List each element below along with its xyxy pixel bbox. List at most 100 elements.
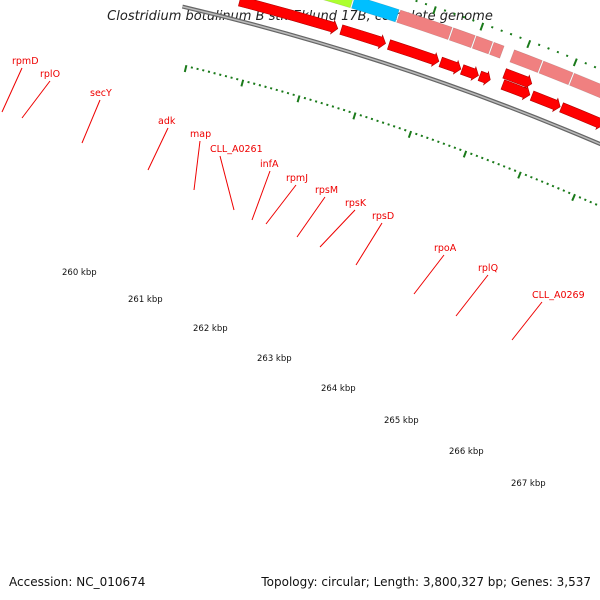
genome-backbone-highlight xyxy=(182,5,600,145)
gc-dot xyxy=(462,15,466,19)
gc-dot xyxy=(426,136,429,140)
gc-dot xyxy=(508,167,511,170)
gene-label-rpsm: rpsM xyxy=(315,185,338,196)
gc-dot xyxy=(551,184,555,188)
gene-leader-line xyxy=(21,80,51,119)
gene-label-rplq: rplQ xyxy=(478,263,498,274)
kbp-tick-label: 262 kbp xyxy=(193,324,228,334)
gc-dot xyxy=(589,200,593,204)
gene-leader-line xyxy=(219,155,235,211)
gc-dot xyxy=(415,132,418,136)
gc-dot xyxy=(565,54,569,58)
gc-dot xyxy=(275,88,278,92)
gene-feature-infa xyxy=(489,41,505,59)
gc-dot xyxy=(196,67,199,71)
gc-dot xyxy=(557,187,560,190)
gc-dot xyxy=(519,36,522,39)
gc-dot xyxy=(442,142,446,146)
gene-label-rpsd: rpsD xyxy=(372,211,394,222)
gc-dot xyxy=(594,203,598,206)
gc-dot xyxy=(352,112,357,120)
gc-dot xyxy=(247,80,250,84)
gc-dot xyxy=(431,138,435,142)
gene-label-cll_a0269: CLL_A0269 xyxy=(532,290,585,301)
gc-dot xyxy=(593,65,597,69)
gc-dot xyxy=(546,182,549,186)
gene-label-rpoa: rpoA xyxy=(434,243,457,254)
gc-dot xyxy=(370,117,374,121)
gc-dot xyxy=(415,0,418,3)
gc-dot xyxy=(303,96,307,100)
gc-dot xyxy=(320,101,323,105)
gc-dot xyxy=(500,29,503,32)
gc-dot xyxy=(387,123,390,126)
gc-dot xyxy=(432,6,437,15)
gc-dot xyxy=(398,126,401,130)
cds-arrow xyxy=(500,79,531,101)
gene-leader-line xyxy=(265,184,297,225)
gene-feature-map xyxy=(448,27,476,49)
gc-dot xyxy=(376,119,379,123)
gene-label-map: map xyxy=(190,129,211,140)
gc-dot xyxy=(281,90,284,93)
gc-dot xyxy=(535,178,539,181)
gc-dot xyxy=(509,32,513,36)
cds-arrow xyxy=(529,90,561,113)
gc-dot xyxy=(526,39,532,49)
gc-dot xyxy=(584,62,588,65)
gc-dot xyxy=(202,69,205,72)
gene-label-rpsk: rpsK xyxy=(345,198,367,209)
gc-dot xyxy=(224,74,228,78)
gc-dot xyxy=(424,2,428,6)
kbp-tick-label: 261 kbp xyxy=(128,295,163,305)
gc-dot xyxy=(470,152,473,156)
gc-dot xyxy=(296,95,301,103)
gc-dot xyxy=(480,156,484,160)
cds-arrow xyxy=(438,56,462,75)
kbp-tick-label: 265 kbp xyxy=(384,416,419,426)
gc-dot xyxy=(443,9,447,12)
gc-dot xyxy=(453,146,457,150)
gene-feature-rpsm xyxy=(538,60,574,86)
gene-feature-rpsk xyxy=(569,72,600,99)
gc-dot xyxy=(491,160,495,164)
gc-dot xyxy=(359,114,363,117)
kbp-tick-label: 266 kbp xyxy=(449,447,484,457)
gc-dot xyxy=(236,77,239,81)
gc-dot xyxy=(392,125,396,128)
gene-feature-adk xyxy=(396,9,453,40)
cds-arrow xyxy=(477,70,491,86)
gc-dot xyxy=(292,93,295,97)
accession-label: Accession: NC_010674 xyxy=(9,575,146,589)
gc-dot xyxy=(407,130,413,139)
gc-dot xyxy=(556,50,560,54)
gene-label-secy: secY xyxy=(90,88,112,99)
gc-dot xyxy=(490,25,494,29)
gene-label-rpmd: rpmD xyxy=(12,56,39,67)
gc-dot xyxy=(562,189,566,192)
gc-dot xyxy=(472,19,475,22)
gc-dot xyxy=(348,110,351,114)
gc-dot xyxy=(530,175,533,179)
cds-arrow xyxy=(502,68,533,90)
gc-dot xyxy=(448,144,451,148)
gene-leader-line xyxy=(455,274,489,317)
gene-leader-line xyxy=(355,222,383,266)
gc-dot xyxy=(524,173,528,177)
gc-dot xyxy=(230,76,233,79)
gc-dot xyxy=(486,158,490,162)
gene-feature-rplo xyxy=(322,0,353,9)
gc-dot xyxy=(240,79,245,87)
gc-dot xyxy=(537,43,541,47)
cds-arrow xyxy=(460,64,479,81)
gc-dot xyxy=(462,150,468,158)
gc-dot xyxy=(437,140,440,144)
gene-label-adk: adk xyxy=(158,116,176,127)
gc-dot xyxy=(513,169,517,172)
gc-dot xyxy=(459,148,462,152)
gc-dot xyxy=(540,180,544,183)
gene-feature-cll_a0261 xyxy=(471,35,494,55)
gc-dot xyxy=(502,165,506,168)
gc-dot xyxy=(517,171,522,179)
